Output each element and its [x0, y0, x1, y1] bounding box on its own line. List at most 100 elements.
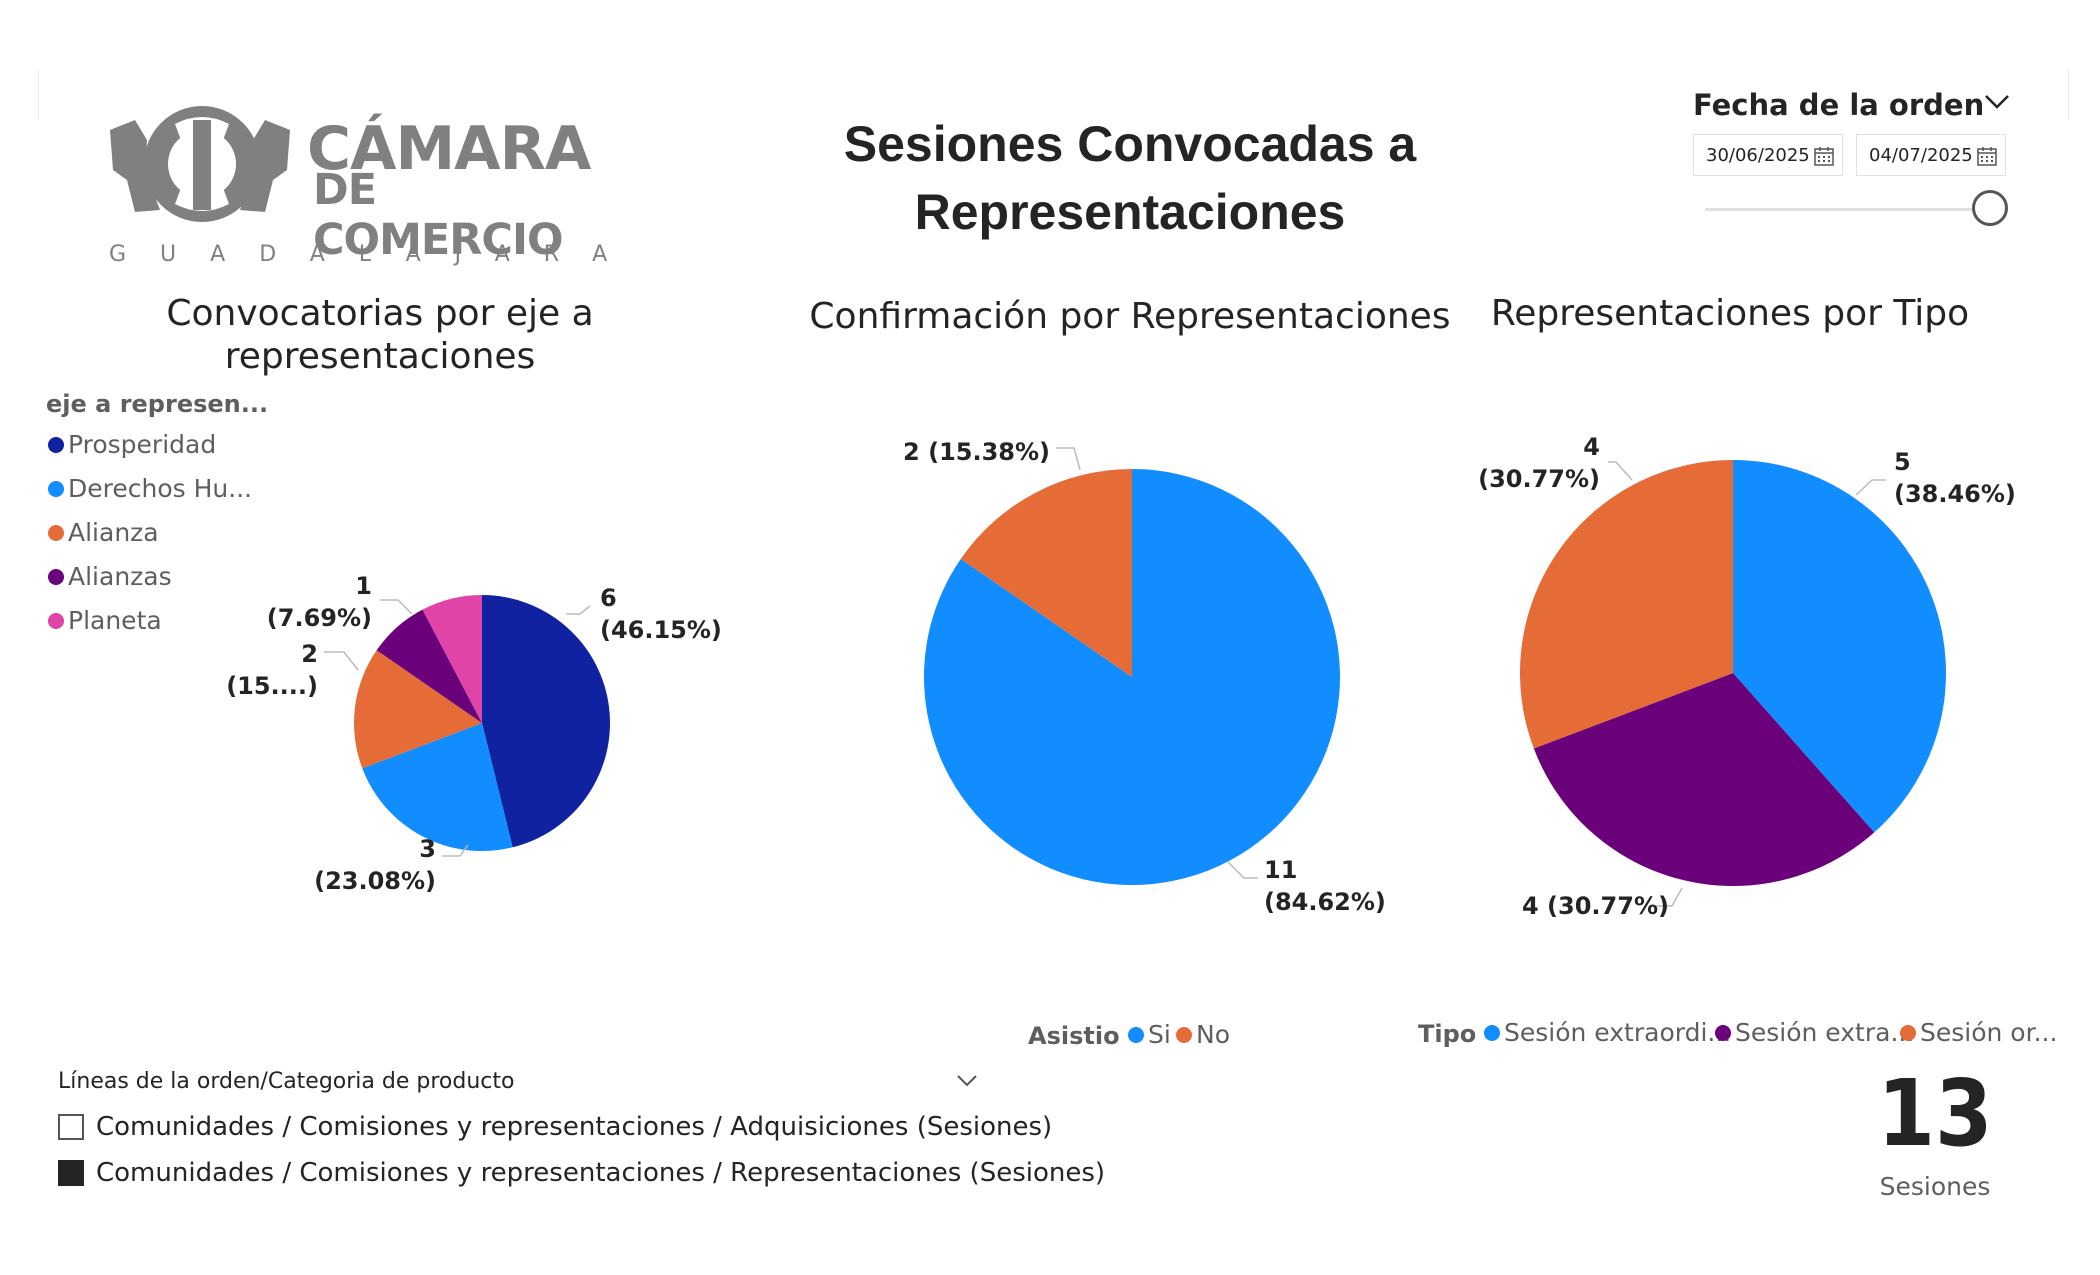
legend-item-tipo-3[interactable]: Sesión or...: [1900, 1018, 2057, 1047]
date-slider-track[interactable]: [1705, 208, 1995, 211]
pie-data-label: 6: [600, 584, 617, 612]
pie-data-label: (84.62%): [1264, 888, 1386, 916]
chevron-down-icon[interactable]: [956, 1074, 978, 1088]
pie-leader-line: [1227, 861, 1258, 879]
chart2-title: Confirmación por Representaciones: [809, 296, 1451, 337]
legend-item-si[interactable]: Si: [1128, 1020, 1171, 1049]
calendar-icon[interactable]: [1814, 146, 1834, 166]
legend-item-planeta[interactable]: Planeta: [48, 606, 162, 635]
pie-leader-line: [1652, 887, 1683, 907]
pie-data-label: (7.69%): [267, 604, 372, 632]
date-slicer-title: Fecha de la orden: [1693, 88, 1985, 122]
chart3-title: Representaciones por Tipo: [1490, 293, 1970, 334]
pie-leader-line: [380, 599, 413, 615]
pie-leader-line: [324, 651, 359, 671]
chevron-down-icon[interactable]: [1984, 94, 2010, 110]
legend-label: Si: [1148, 1020, 1171, 1049]
pie-data-label: (46.15%): [600, 616, 722, 644]
pie-slice-0[interactable]: [924, 469, 1341, 885]
legend-dot: [48, 480, 64, 497]
filter-item-label: Comunidades / Comisiones y representacio…: [96, 1158, 1106, 1188]
legend-label: Sesión extra...: [1735, 1018, 1915, 1047]
filter-item-representaciones[interactable]: Comunidades / Comisiones y representacio…: [58, 1158, 1105, 1188]
pie-data-label: 3: [419, 835, 436, 863]
logo-text-de-comercio: DE COMERCIO: [313, 165, 564, 265]
pie-leader-line: [1056, 447, 1081, 471]
pie-data-label: 5: [1894, 448, 1911, 476]
kpi-label: Sesiones: [1879, 1172, 1991, 1201]
pie-data-label: (23.08%): [314, 867, 436, 895]
legend-label: Sesión or...: [1920, 1018, 2058, 1047]
chart2-legend-title: Asistio: [1028, 1022, 1120, 1050]
legend-item-no[interactable]: No: [1176, 1020, 1230, 1049]
pie-leader-line: [1855, 479, 1886, 496]
pie-slice-1[interactable]: [960, 469, 1132, 677]
pie-leader-line: [442, 844, 469, 857]
logo-text-city: GUADALAJARA: [109, 242, 642, 267]
pie-data-label: (15....): [226, 672, 318, 700]
legend-item-tipo-2[interactable]: Sesión extra...: [1715, 1018, 1914, 1047]
pie-slice-2[interactable]: [1520, 460, 1733, 749]
calendar-icon[interactable]: [1977, 146, 1997, 166]
legend-dot: [48, 524, 64, 541]
legend-dot: [1484, 1024, 1500, 1041]
chamber-logo: CÁMARA DE COMERCIO GUADALAJARA: [105, 100, 642, 275]
logo-text-camara: CÁMARA: [307, 114, 591, 184]
pie-slice-1[interactable]: [362, 723, 513, 852]
pie-slice-0[interactable]: [482, 595, 611, 848]
lions-emblem-icon: [110, 106, 290, 222]
date-end-value: 04/07/2025: [1869, 145, 1973, 166]
page-title: Sesiones Convocadas a Representaciones: [843, 116, 1417, 240]
filter-item-adquisiciones[interactable]: Comunidades / Comisiones y representacio…: [58, 1112, 1052, 1142]
date-start-value: 30/06/2025: [1706, 145, 1810, 166]
pie-data-label: 4: [1583, 433, 1600, 461]
legend-item-tipo-1[interactable]: Sesión extraordi...: [1484, 1018, 1731, 1047]
legend-label: Derechos Hu...: [68, 474, 253, 503]
pie-slice-3[interactable]: [376, 609, 482, 723]
legend-dot: [48, 568, 64, 585]
pie-leader-line: [566, 605, 591, 615]
pie-data-label: 2: [301, 640, 318, 668]
canvas-edge-right: [2068, 70, 2069, 120]
kpi-value: 13: [1877, 1060, 1993, 1167]
legend-item-alianza[interactable]: Alianza: [48, 518, 159, 547]
pie-data-label: 2 (15.38%): [903, 438, 1050, 466]
chart1-title: Convocatorias por eje a representaciones: [166, 293, 594, 377]
checkbox[interactable]: [58, 1114, 84, 1140]
legend-label: Alianzas: [68, 562, 172, 591]
pie-slice-2[interactable]: [354, 650, 482, 769]
legend-item-prosperidad[interactable]: Prosperidad: [48, 430, 216, 459]
legend-label: Prosperidad: [68, 430, 217, 459]
legend-item-derechos[interactable]: Derechos Hu...: [48, 474, 252, 503]
pie-data-label: 1: [355, 572, 372, 600]
legend-dot: [48, 436, 64, 453]
chart1-legend-title: eje a represen...: [46, 390, 269, 418]
pie-slice-4[interactable]: [422, 595, 482, 723]
legend-label: Alianza: [68, 518, 159, 547]
legend-dot: [1900, 1024, 1916, 1041]
legend-dot: [1128, 1026, 1144, 1043]
pie-slice-0[interactable]: [1733, 460, 1946, 833]
legend-dot: [48, 612, 64, 629]
date-end-input[interactable]: 04/07/2025: [1856, 134, 2006, 176]
legend-dot: [1176, 1026, 1192, 1043]
pie-slice-1[interactable]: [1533, 673, 1875, 886]
pie-leader-line: [1608, 461, 1633, 481]
legend-label: Planeta: [68, 606, 162, 635]
pie-data-label: (38.46%): [1894, 480, 2016, 508]
legend-item-alianzas[interactable]: Alianzas: [48, 562, 172, 591]
legend-dot: [1715, 1024, 1731, 1041]
checkbox[interactable]: [58, 1160, 84, 1186]
pie-data-label: 11: [1264, 856, 1297, 884]
legend-label: No: [1196, 1020, 1230, 1049]
chart3-legend-title: Tipo: [1418, 1020, 1477, 1048]
legend-label: Sesión extraordi...: [1504, 1018, 1732, 1047]
date-slider-handle[interactable]: [1972, 190, 2008, 226]
pie-data-label: (30.77%): [1478, 465, 1600, 493]
canvas-edge-left: [38, 70, 39, 120]
date-start-input[interactable]: 30/06/2025: [1693, 134, 1843, 176]
product-filter-title: Líneas de la orden/Categoria de producto: [58, 1069, 515, 1094]
